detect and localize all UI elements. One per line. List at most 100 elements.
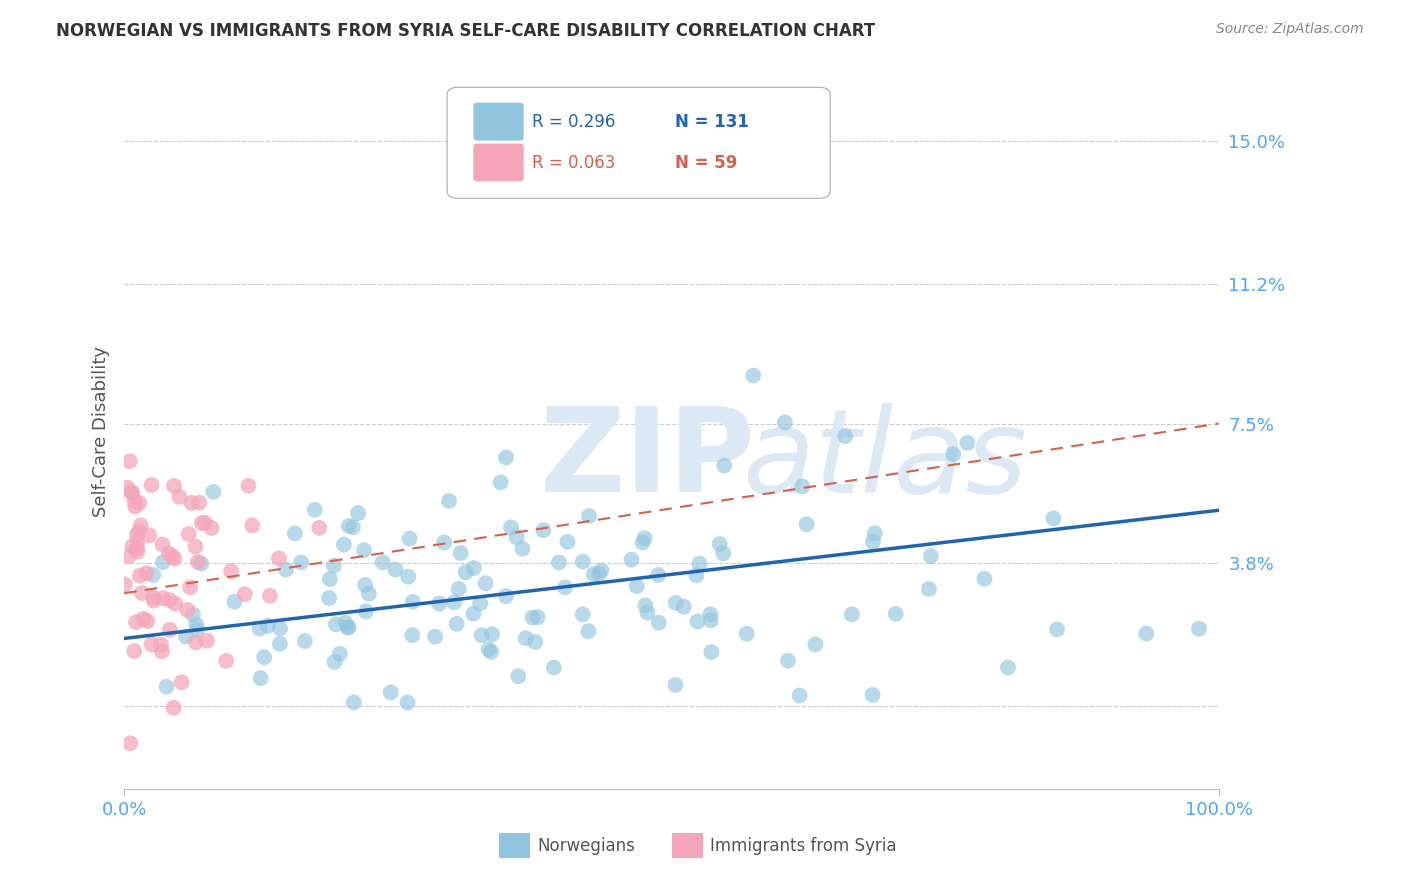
Point	[129, 518, 152, 533]
Text: R = 0.296: R = 0.296	[533, 112, 616, 131]
Text: Source: ZipAtlas.com: Source: ZipAtlas.com	[1216, 22, 1364, 37]
Point	[699, 607, 721, 622]
Point	[862, 688, 884, 702]
Point	[423, 630, 446, 644]
Point	[354, 578, 377, 592]
Point	[150, 644, 173, 658]
Point	[142, 591, 165, 605]
Text: Norwegians: Norwegians	[537, 837, 636, 855]
Point	[120, 485, 142, 500]
Point	[956, 436, 979, 450]
Point	[125, 615, 148, 630]
Y-axis label: Self-Care Disability: Self-Care Disability	[93, 345, 110, 516]
Point	[443, 595, 465, 609]
Point	[711, 546, 734, 560]
Point	[578, 624, 600, 639]
Point	[142, 568, 165, 582]
Point	[685, 568, 707, 582]
Point	[688, 557, 710, 571]
Text: Immigrants from Syria: Immigrants from Syria	[710, 837, 897, 855]
Point	[238, 479, 260, 493]
Point	[337, 620, 360, 634]
Point	[479, 645, 502, 659]
Point	[834, 429, 856, 443]
Point	[571, 555, 593, 569]
Point	[249, 671, 271, 685]
Point	[152, 555, 174, 569]
Point	[152, 591, 174, 606]
Point	[792, 479, 814, 493]
Point	[186, 623, 208, 637]
Point	[884, 607, 907, 621]
Point	[290, 555, 312, 569]
Point	[190, 557, 212, 571]
Point	[776, 654, 799, 668]
Point	[215, 654, 238, 668]
Point	[294, 634, 316, 648]
Point	[997, 660, 1019, 674]
Point	[742, 368, 765, 383]
Text: R = 0.063: R = 0.063	[533, 153, 616, 171]
Point	[446, 616, 468, 631]
Point	[1046, 623, 1069, 637]
Point	[396, 570, 419, 584]
Point	[125, 528, 148, 542]
Point	[135, 566, 157, 581]
Point	[384, 562, 406, 576]
Point	[253, 650, 276, 665]
Point	[474, 576, 496, 591]
Point	[735, 626, 758, 640]
Point	[118, 454, 141, 468]
Point	[402, 595, 425, 609]
Point	[863, 526, 886, 541]
Point	[179, 581, 201, 595]
Point	[343, 696, 366, 710]
Point	[631, 535, 654, 549]
Point	[647, 615, 669, 630]
Point	[284, 526, 307, 541]
Point	[159, 593, 181, 607]
Point	[176, 603, 198, 617]
Point	[522, 610, 544, 624]
Point	[157, 547, 180, 561]
Point	[121, 539, 143, 553]
Point	[269, 637, 291, 651]
FancyBboxPatch shape	[447, 87, 830, 198]
Point	[533, 523, 555, 537]
Point	[371, 555, 394, 569]
Point	[188, 496, 211, 510]
Point	[773, 416, 796, 430]
Point	[323, 655, 346, 669]
Point	[174, 630, 197, 644]
Point	[506, 530, 529, 544]
Point	[131, 586, 153, 600]
Point	[181, 607, 204, 622]
Point	[700, 613, 723, 627]
Text: N = 131: N = 131	[675, 112, 748, 131]
Point	[478, 642, 501, 657]
Point	[463, 561, 485, 575]
Point	[124, 494, 146, 508]
Point	[347, 506, 370, 520]
Point	[481, 627, 503, 641]
Point	[269, 622, 291, 636]
Point	[526, 610, 548, 624]
Point	[447, 582, 470, 596]
Point	[224, 595, 246, 609]
Point	[141, 637, 163, 651]
Text: N = 59: N = 59	[675, 153, 737, 171]
Point	[665, 596, 688, 610]
Point	[353, 543, 375, 558]
Point	[489, 475, 512, 490]
Point	[495, 450, 517, 465]
Point	[233, 587, 256, 601]
Point	[177, 527, 200, 541]
Point	[554, 581, 576, 595]
Point	[463, 607, 485, 621]
Point	[325, 617, 347, 632]
Point	[322, 558, 344, 573]
Point	[128, 524, 150, 539]
Point	[117, 481, 139, 495]
Point	[184, 540, 207, 554]
Point	[515, 631, 537, 645]
